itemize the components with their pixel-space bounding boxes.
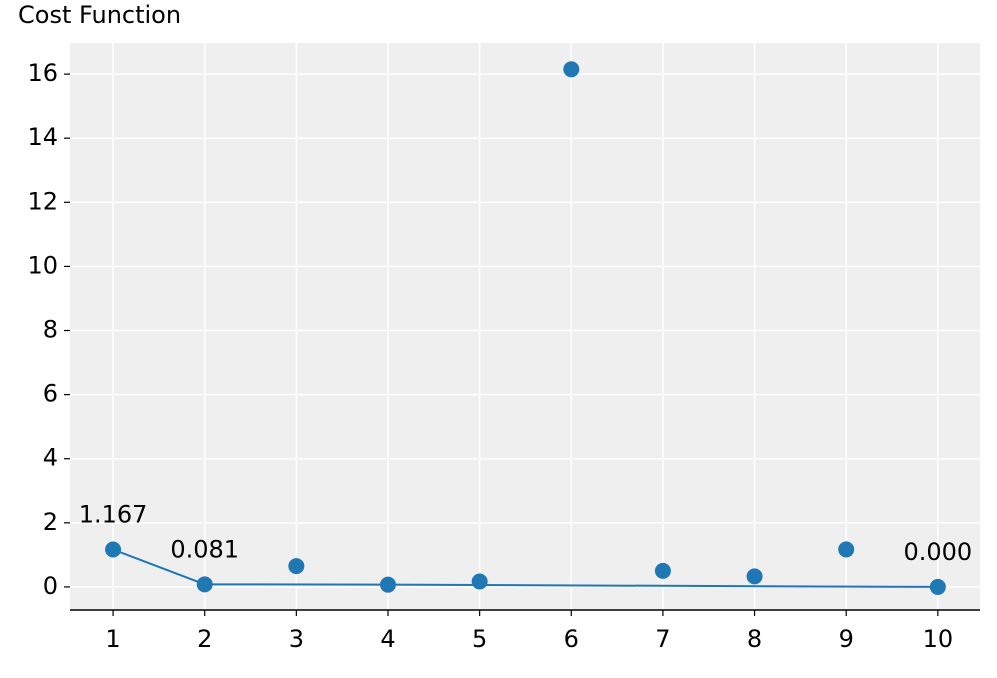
annotation: 0.081 xyxy=(170,535,239,563)
x-tick-label: 8 xyxy=(747,625,762,653)
plot-area xyxy=(70,43,980,610)
y-tick-label: 14 xyxy=(27,123,58,151)
x-tick-label: 5 xyxy=(472,625,487,653)
y-tick-label: 0 xyxy=(43,572,58,600)
y-tick-label: 6 xyxy=(43,380,58,408)
x-tick-label: 1 xyxy=(105,625,120,653)
point xyxy=(746,568,763,585)
point xyxy=(196,576,213,593)
x-tick-label: 4 xyxy=(380,625,395,653)
point xyxy=(929,578,946,595)
chart-title: Cost Function xyxy=(18,1,181,29)
annotation: 0.000 xyxy=(903,538,972,566)
point xyxy=(379,576,396,593)
y-tick-label: 4 xyxy=(43,444,58,472)
annotation: 1.167 xyxy=(79,501,148,529)
y-tick-label: 16 xyxy=(27,59,58,87)
point xyxy=(288,558,305,575)
x-tick-label: 2 xyxy=(197,625,212,653)
y-tick-label: 12 xyxy=(27,187,58,215)
y-tick-label: 8 xyxy=(43,316,58,344)
x-tick-label: 6 xyxy=(564,625,579,653)
x-tick-label: 7 xyxy=(655,625,670,653)
point xyxy=(654,562,671,579)
point xyxy=(471,573,488,590)
y-tick-label: 2 xyxy=(43,508,58,536)
x-tick-label: 3 xyxy=(289,625,304,653)
y-tick-label: 10 xyxy=(27,251,58,279)
point xyxy=(838,541,855,558)
point xyxy=(105,541,122,558)
x-tick-label: 9 xyxy=(839,625,854,653)
point xyxy=(563,61,580,78)
x-tick-label: 10 xyxy=(923,625,954,653)
line xyxy=(112,548,938,588)
